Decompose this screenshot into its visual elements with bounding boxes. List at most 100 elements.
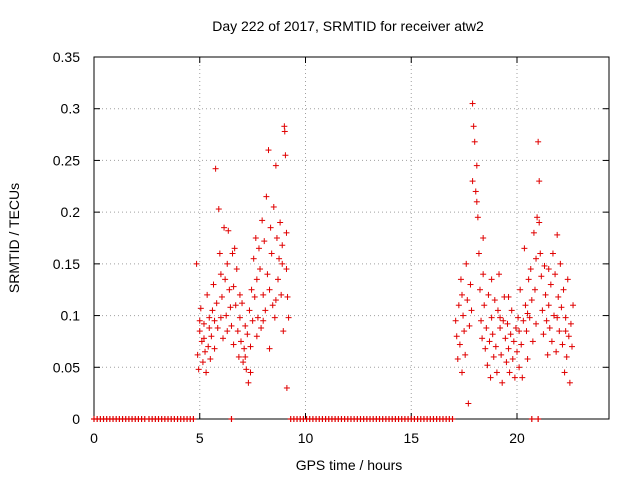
data-point (475, 250, 482, 257)
data-point (261, 238, 268, 245)
data-point (264, 271, 271, 278)
data-point (519, 374, 526, 381)
data-point (218, 293, 225, 300)
data-point (284, 293, 291, 300)
data-point (547, 281, 554, 288)
data-point (483, 324, 490, 331)
data-point (235, 353, 242, 360)
data-point (525, 276, 532, 283)
y-tick-label: 0.2 (61, 204, 81, 220)
data-point (220, 335, 227, 342)
data-point (239, 300, 246, 307)
data-point (541, 262, 548, 269)
data-point (211, 345, 218, 352)
data-point (283, 266, 290, 273)
data-point (257, 266, 264, 273)
data-point (206, 314, 213, 321)
data-point (465, 400, 472, 407)
data-point (509, 356, 516, 363)
data-point (260, 291, 267, 298)
data-point (281, 128, 288, 135)
data-point (536, 178, 543, 185)
data-point (505, 293, 512, 300)
data-point (503, 359, 510, 366)
data-point (538, 273, 545, 280)
data-point (266, 286, 273, 293)
data-point (236, 291, 243, 298)
data-point (255, 245, 262, 252)
data-point (234, 328, 241, 335)
data-point (205, 343, 212, 350)
data-point (453, 333, 460, 340)
data-point (545, 266, 552, 273)
data-points (91, 100, 577, 422)
data-point (210, 281, 217, 288)
data-point (233, 266, 240, 273)
data-point (479, 335, 486, 342)
data-point (240, 359, 247, 366)
data-point (513, 348, 520, 355)
data-point (279, 242, 286, 249)
data-point (520, 317, 527, 324)
data-point (197, 305, 204, 312)
data-point (194, 351, 201, 358)
data-point (484, 362, 491, 369)
data-point (555, 293, 562, 300)
data-point (249, 317, 256, 324)
data-point (528, 297, 535, 304)
data-point (548, 338, 555, 345)
data-point (199, 359, 206, 366)
data-point (260, 317, 267, 324)
data-point (196, 328, 203, 335)
data-point (245, 379, 252, 386)
data-point (489, 331, 496, 338)
data-point (488, 314, 495, 321)
data-point (252, 235, 259, 241)
data-point (562, 314, 569, 321)
data-point (283, 384, 290, 391)
data-point (285, 314, 292, 321)
data-point (232, 302, 239, 309)
data-point (546, 324, 553, 331)
data-point (247, 369, 254, 376)
data-point (498, 351, 505, 358)
data-point (562, 328, 569, 335)
data-point (468, 307, 475, 314)
data-point (467, 281, 474, 288)
data-point (217, 271, 224, 278)
x-tick-label: 10 (298, 430, 314, 446)
data-point (469, 178, 476, 185)
data-point (254, 314, 261, 321)
data-point (524, 310, 531, 317)
x-tick-label: 0 (90, 430, 98, 446)
data-point (258, 324, 265, 331)
data-point (512, 324, 519, 331)
data-point (452, 317, 459, 324)
data-point (242, 322, 249, 329)
data-point (570, 302, 577, 309)
data-point (516, 364, 523, 371)
data-point (268, 250, 275, 257)
data-point (535, 138, 542, 145)
data-point (270, 203, 277, 210)
data-point (506, 369, 513, 376)
data-point (217, 314, 224, 321)
data-point (277, 219, 284, 226)
data-point (250, 255, 257, 262)
x-axis-label: GPS time / hours (296, 457, 403, 473)
data-point (566, 379, 573, 386)
data-point (526, 314, 533, 321)
data-point (275, 276, 282, 283)
data-point (457, 276, 464, 283)
data-point (265, 147, 272, 154)
data-point (496, 271, 503, 278)
data-point (211, 317, 218, 324)
data-point (469, 100, 476, 107)
data-point (206, 324, 213, 331)
data-point (560, 286, 567, 293)
data-point (200, 320, 207, 327)
data-point (224, 328, 231, 335)
data-point (262, 307, 269, 314)
y-tick-label: 0.25 (53, 152, 80, 168)
